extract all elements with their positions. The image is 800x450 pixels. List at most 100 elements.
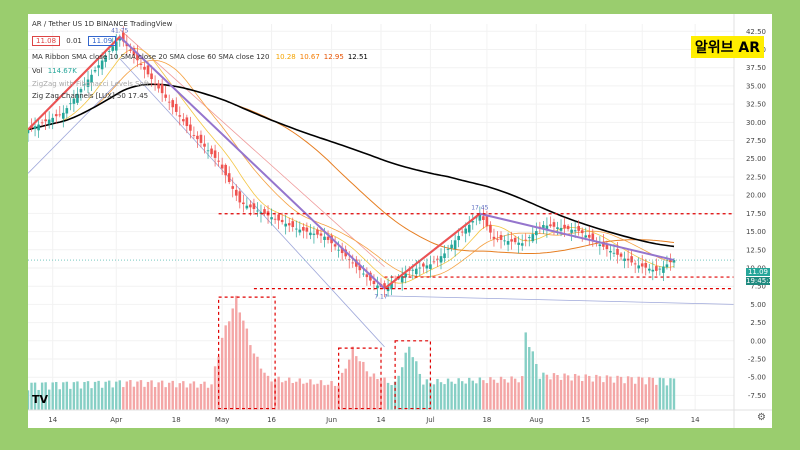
candle-52[interactable] xyxy=(210,148,213,155)
candle-11[interactable] xyxy=(65,108,69,114)
candle-85[interactable] xyxy=(326,236,330,240)
zigzag-fib-legend[interactable]: ZigZag with Fibonacci Levels Soft xyxy=(32,80,149,88)
candle-130[interactable] xyxy=(485,216,489,227)
candle-14[interactable] xyxy=(76,93,79,103)
candle-183[interactable] xyxy=(672,260,676,263)
candle-54[interactable] xyxy=(217,160,220,162)
candle-5[interactable] xyxy=(44,119,47,122)
candle-81[interactable] xyxy=(312,233,316,235)
candle-51[interactable] xyxy=(206,150,210,152)
candle-114[interactable] xyxy=(429,264,432,270)
candle-150[interactable] xyxy=(556,227,559,229)
candle-135[interactable] xyxy=(503,240,506,242)
candle-132[interactable] xyxy=(492,236,496,239)
candle-141[interactable] xyxy=(524,239,528,241)
candle-7[interactable] xyxy=(51,117,55,123)
candle-115[interactable] xyxy=(432,261,436,263)
candle-58[interactable] xyxy=(231,186,235,189)
candle-171[interactable] xyxy=(630,256,633,263)
candle-80[interactable] xyxy=(309,232,312,236)
candle-9[interactable] xyxy=(58,114,62,116)
candle-105[interactable] xyxy=(397,278,400,280)
candle-166[interactable] xyxy=(612,252,616,254)
ask-box[interactable]: 11.09 xyxy=(88,36,117,46)
candle-153[interactable] xyxy=(566,225,570,230)
candle-88[interactable] xyxy=(337,249,340,251)
candle-76[interactable] xyxy=(294,228,298,230)
candle-164[interactable] xyxy=(605,243,609,250)
candle-174[interactable] xyxy=(640,263,644,267)
candle-168[interactable] xyxy=(619,253,623,257)
candle-133[interactable] xyxy=(496,239,499,241)
ticker-label[interactable]: AR / Tether US xyxy=(32,20,83,28)
candle-119[interactable] xyxy=(446,249,450,250)
candle-24[interactable] xyxy=(111,46,115,51)
candle-162[interactable] xyxy=(598,244,602,247)
price-chart[interactable]: 41.7517.457.1742.5040.0037.5035.0032.503… xyxy=(28,14,772,428)
candle-103[interactable] xyxy=(390,283,393,290)
candle-165[interactable] xyxy=(609,250,612,253)
candle-136[interactable] xyxy=(506,241,510,245)
candle-94[interactable] xyxy=(358,264,362,271)
candle-2[interactable] xyxy=(33,126,37,130)
candle-182[interactable] xyxy=(669,260,672,263)
candle-178[interactable] xyxy=(655,266,658,271)
candle-31[interactable] xyxy=(136,52,139,61)
candle-27[interactable] xyxy=(122,32,125,42)
ma-ribbon-legend[interactable]: MA Ribbon SMA close 10 SMA close 20 SMA … xyxy=(32,53,368,61)
candle-131[interactable] xyxy=(489,224,492,233)
candle-8[interactable] xyxy=(54,114,58,117)
candle-179[interactable] xyxy=(658,268,662,270)
candle-151[interactable] xyxy=(559,227,563,231)
candle-149[interactable] xyxy=(552,222,556,227)
candle-19[interactable] xyxy=(93,70,97,72)
candle-167[interactable] xyxy=(616,248,619,255)
candle-113[interactable] xyxy=(425,265,429,269)
candle-35[interactable] xyxy=(150,73,153,80)
candle-83[interactable] xyxy=(319,233,323,236)
candle-146[interactable] xyxy=(542,225,545,229)
candle-77[interactable] xyxy=(298,229,302,233)
candle-64[interactable] xyxy=(252,203,256,209)
candle-3[interactable] xyxy=(37,124,40,131)
candle-121[interactable] xyxy=(453,240,457,250)
candle-69[interactable] xyxy=(270,217,273,220)
candle-47[interactable] xyxy=(192,135,196,136)
candle-16[interactable] xyxy=(83,84,86,86)
candle-180[interactable] xyxy=(662,266,665,273)
candle-23[interactable] xyxy=(107,51,111,52)
candle-101[interactable] xyxy=(383,283,386,289)
candle-181[interactable] xyxy=(665,264,669,268)
candle-158[interactable] xyxy=(584,235,588,238)
candle-67[interactable] xyxy=(263,209,266,214)
candle-29[interactable] xyxy=(129,49,132,51)
candle-148[interactable] xyxy=(549,224,552,227)
candle-70[interactable] xyxy=(273,218,277,220)
candle-154[interactable] xyxy=(570,229,573,233)
candle-120[interactable] xyxy=(450,244,453,249)
candle-175[interactable] xyxy=(644,262,648,268)
candle-34[interactable] xyxy=(146,65,150,75)
candle-111[interactable] xyxy=(418,267,422,269)
candle-55[interactable] xyxy=(220,164,224,169)
candle-112[interactable] xyxy=(422,263,425,267)
candle-6[interactable] xyxy=(47,119,51,125)
candle-97[interactable] xyxy=(369,272,372,281)
candle-128[interactable] xyxy=(478,213,482,221)
candle-106[interactable] xyxy=(400,275,404,283)
candle-144[interactable] xyxy=(535,231,538,236)
candle-36[interactable] xyxy=(153,83,157,85)
candle-75[interactable] xyxy=(291,221,295,228)
candle-18[interactable] xyxy=(90,74,93,83)
candle-110[interactable] xyxy=(415,268,418,275)
candle-49[interactable] xyxy=(199,134,203,143)
candle-142[interactable] xyxy=(527,237,531,239)
candle-79[interactable] xyxy=(305,227,309,232)
candle-107[interactable] xyxy=(404,273,408,278)
candle-152[interactable] xyxy=(563,224,566,229)
candle-21[interactable] xyxy=(100,60,104,70)
candle-78[interactable] xyxy=(302,226,305,231)
candle-0[interactable] xyxy=(28,129,30,134)
candle-20[interactable] xyxy=(97,65,100,68)
candle-4[interactable] xyxy=(40,122,44,124)
